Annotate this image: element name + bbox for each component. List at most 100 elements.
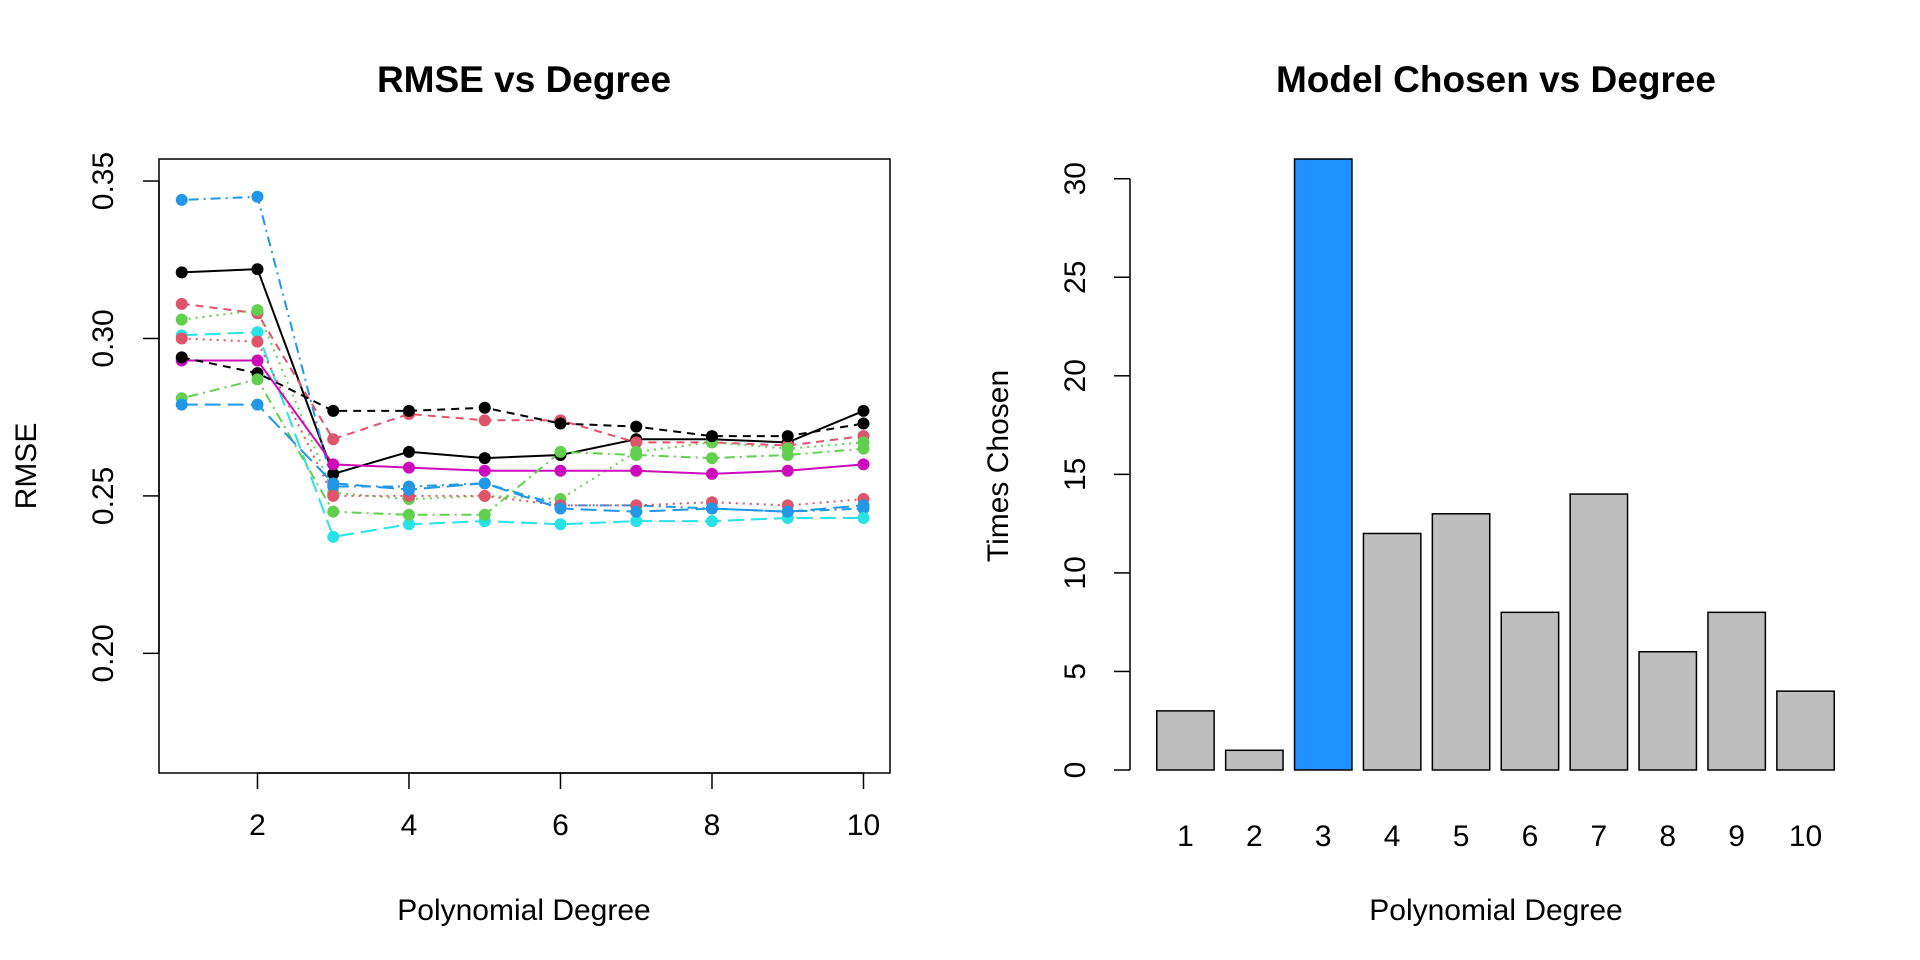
series-point	[402, 404, 415, 417]
series-point	[327, 530, 340, 543]
series-line	[181, 268, 864, 476]
series-line	[181, 309, 864, 501]
bar	[1776, 690, 1835, 771]
series-point	[705, 452, 718, 465]
right-x-tick-label: 1	[1177, 820, 1194, 853]
series-point	[327, 404, 340, 417]
bar	[1156, 710, 1215, 771]
left-axes: 2 4 6 8 10 0.20 0.25 0.30 0.35	[87, 152, 880, 842]
left-x-tick-label: 6	[552, 809, 569, 842]
series-point	[175, 266, 188, 279]
series-point	[402, 445, 415, 458]
left-x-tick-label: 2	[249, 809, 266, 842]
right-y-axis-label: Times Chosen	[982, 370, 1015, 562]
right-x-axis-label: Polynomial Degree	[1369, 894, 1622, 927]
series-point	[175, 193, 188, 206]
series-point	[402, 518, 415, 531]
left-series-points	[175, 190, 870, 543]
series-point	[402, 508, 415, 521]
series-point	[781, 430, 794, 443]
bar	[1500, 611, 1560, 771]
series-point	[327, 477, 340, 490]
series-point	[781, 448, 794, 461]
series-point	[554, 417, 567, 430]
series-point	[251, 190, 264, 203]
series-point	[175, 297, 188, 310]
series-point	[175, 398, 188, 411]
right-x-tick-label: 7	[1591, 820, 1608, 853]
right-x-tick-label: 9	[1728, 820, 1745, 853]
series-point	[630, 505, 643, 518]
bar	[1569, 493, 1629, 771]
series-point	[857, 442, 870, 455]
right-x-tick-label: 2	[1246, 820, 1263, 853]
series-point	[705, 515, 718, 528]
series-point	[554, 445, 567, 458]
right-y-tick-label: 10	[1059, 556, 1092, 589]
model-chosen-bar-chart: Model Chosen vs Degree Polynomial Degree…	[982, 59, 1835, 927]
series-point	[857, 404, 870, 417]
series-point	[478, 508, 491, 521]
left-y-axis-label: RMSE	[10, 423, 43, 510]
series-line	[181, 378, 864, 516]
series-point	[554, 464, 567, 477]
series-line	[181, 337, 864, 507]
series-point	[554, 502, 567, 515]
series-point	[327, 467, 340, 480]
series-point	[781, 505, 794, 518]
series-line	[181, 403, 864, 513]
left-x-tick-label: 4	[401, 809, 418, 842]
right-y-tick-label: 20	[1059, 359, 1092, 392]
right-x-tick-label: 3	[1315, 820, 1332, 853]
left-y-tick-label: 0.30	[87, 309, 120, 367]
series-point	[327, 505, 340, 518]
series-line	[181, 331, 864, 538]
series-point	[251, 373, 264, 386]
series-point	[630, 420, 643, 433]
left-y-tick-label: 0.25	[87, 467, 120, 525]
bar	[1362, 532, 1422, 771]
left-x-tick-label: 8	[704, 809, 721, 842]
right-y-tick-label: 25	[1059, 261, 1092, 294]
series-point	[630, 515, 643, 528]
series-point	[327, 458, 340, 471]
series-point	[630, 464, 643, 477]
series-line	[181, 195, 864, 513]
left-y-tick-label: 0.35	[87, 152, 120, 210]
left-x-axis-label: Polynomial Degree	[397, 894, 650, 927]
right-x-tick-label: 10	[1789, 820, 1822, 853]
bar	[1707, 611, 1767, 771]
series-line	[181, 356, 864, 438]
series-point	[478, 414, 491, 427]
left-series-lines	[181, 195, 864, 538]
series-point	[251, 335, 264, 348]
series-point	[251, 304, 264, 317]
rmse-line-chart: RMSE vs Degree Polynomial Degree RMSE 2 4…	[10, 59, 891, 927]
series-point	[251, 398, 264, 411]
series-point	[857, 417, 870, 430]
series-point	[402, 483, 415, 496]
series-point	[478, 489, 491, 502]
series-point	[478, 401, 491, 414]
bar	[1224, 749, 1284, 771]
series-point	[175, 351, 188, 364]
series-line	[181, 359, 864, 475]
right-y-tick-label: 30	[1059, 162, 1092, 195]
right-x-tick-label: 6	[1522, 820, 1539, 853]
series-point	[251, 326, 264, 339]
right-y-tick-label: 15	[1059, 458, 1092, 491]
right-y-tick-label: 5	[1059, 663, 1092, 680]
right-axes: 0 5 10 15 20 25 30 1 2 3 4 5 6 7 8 9 10	[1059, 162, 1822, 853]
series-point	[705, 430, 718, 443]
series-point	[630, 436, 643, 449]
series-point	[705, 502, 718, 515]
left-chart-title: RMSE vs Degree	[377, 59, 671, 100]
series-point	[327, 489, 340, 502]
series-point	[554, 518, 567, 531]
series-point	[327, 433, 340, 446]
series-point	[175, 313, 188, 326]
right-y-tick-label: 0	[1059, 762, 1092, 779]
series-point	[175, 332, 188, 345]
series-point	[857, 458, 870, 471]
right-chart-title: Model Chosen vs Degree	[1276, 59, 1716, 100]
